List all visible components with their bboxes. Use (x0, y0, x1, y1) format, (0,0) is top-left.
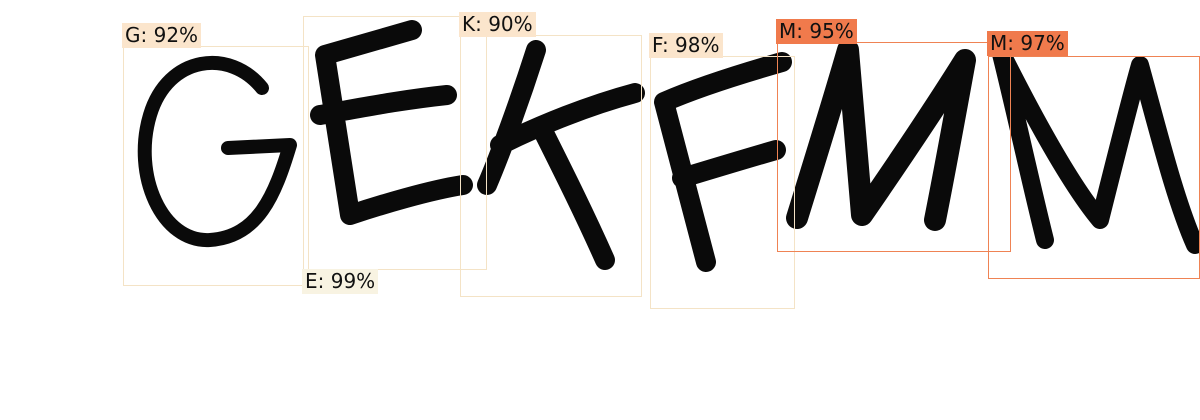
glyph-k (477, 40, 645, 270)
detection-box-f (650, 56, 795, 309)
detection-label-g: G: 92% (122, 23, 202, 48)
detection-label-m-2: M: 97% (987, 31, 1068, 56)
detection-box-m-1 (777, 42, 1011, 252)
glyph-e (310, 20, 473, 225)
detection-box-k (460, 35, 642, 297)
glyph-m-2 (991, 41, 1200, 254)
detection-label-m-1: M: 95% (776, 19, 857, 44)
glyph-g (137, 55, 297, 248)
detection-box-g (123, 46, 309, 286)
detection-label-k: K: 90% (459, 12, 536, 37)
detection-box-m-2 (988, 56, 1200, 279)
glyph-f (654, 52, 792, 272)
detection-label-e: E: 99% (302, 269, 379, 294)
detection-box-e (303, 16, 487, 270)
detection-label-f: F: 98% (649, 33, 723, 58)
glyph-m-1 (786, 39, 976, 231)
